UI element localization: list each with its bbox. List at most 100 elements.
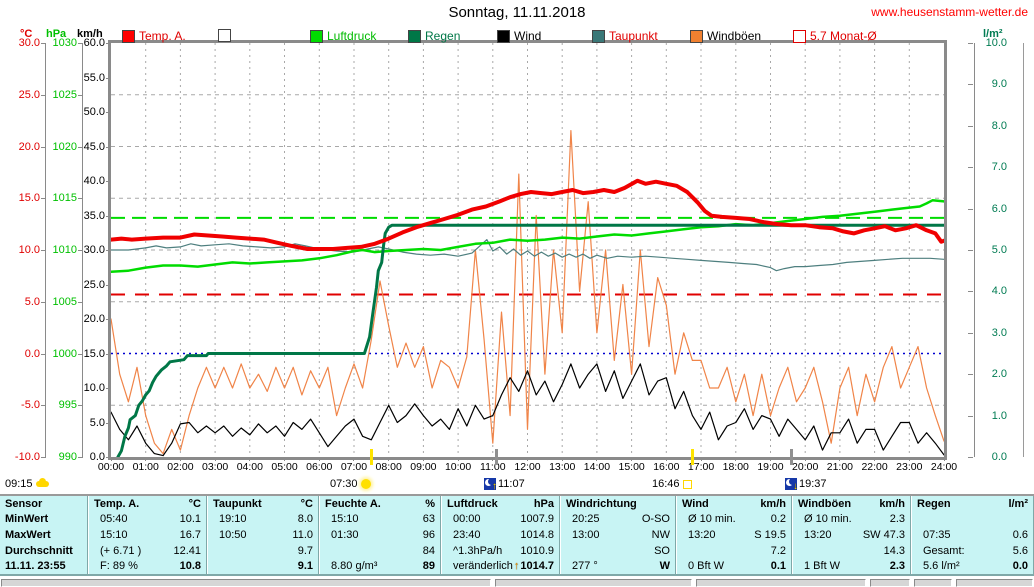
table-header-unit: %	[425, 497, 435, 510]
y-axis-tick-wind	[106, 319, 111, 320]
y-axis-label-temp: -10.0	[14, 451, 40, 463]
y-axis-label-pressure: 990	[58, 451, 77, 463]
x-axis-label: 19:00	[757, 461, 784, 473]
table-cell-value: W	[659, 560, 670, 573]
x-axis-tick	[527, 457, 528, 461]
x-axis-label: 05:00	[271, 461, 298, 473]
y-axis-label-wind: 5.0	[89, 416, 105, 429]
x-axis-label: 02:00	[167, 461, 194, 473]
y-axis-tick-pressure	[78, 94, 83, 96]
x-axis-minor-tick	[891, 457, 893, 459]
moon-arrow-icon: ↓	[793, 481, 798, 492]
x-axis-minor-tick	[614, 457, 616, 459]
legend-swatch-white	[218, 29, 231, 42]
x-axis-minor-tick	[267, 457, 269, 459]
astro-axis-tick-19:37	[790, 449, 794, 465]
y-axis-tick-pressure	[78, 301, 83, 303]
x-axis-tick	[110, 457, 112, 461]
y-axis-tick-wind	[106, 77, 111, 79]
x-axis-tick	[561, 457, 563, 461]
table-row: 5.6 l/m² 0.0	[912, 558, 1033, 574]
table-cell-info: 10:50	[219, 528, 247, 541]
table-row: Ø 10 min. 2.3	[793, 512, 910, 528]
y-axis-label-rain: 5.0	[991, 244, 1007, 256]
table-col-Temp. A.: Temp. A. °C 05:40 10.1 15:10 16.7 (+ 6.71 ) 12.…	[88, 496, 207, 574]
table-row: 9.1	[208, 558, 318, 574]
x-axis-minor-tick	[683, 457, 685, 459]
series-Wind	[111, 363, 944, 457]
legend-item-white	[218, 29, 235, 42]
legend-label-windboeen: Windböen	[707, 29, 762, 43]
table-row: (+ 6.71 ) 12.41	[89, 543, 206, 559]
x-axis-minor-tick	[232, 457, 234, 459]
y-axis-label-wind: 55.0	[83, 71, 105, 84]
table-row: 20:25 O-SO	[561, 512, 675, 528]
table-cell-info: 20:25	[572, 513, 600, 526]
x-axis-minor-tick	[440, 457, 442, 459]
x-axis-tick	[735, 457, 737, 461]
y-axis-tick-pressure	[78, 353, 83, 355]
x-axis-label: 22:00	[861, 461, 888, 473]
table-row: 13:20 SW 47.3	[793, 527, 910, 543]
moon-arrow-icon: ↑	[492, 481, 497, 492]
x-axis-label: 09:00	[410, 461, 437, 473]
table-cell-info: 8.80 g/m³	[331, 560, 378, 573]
x-axis-minor-tick	[753, 457, 755, 459]
table-header-unit: km/h	[760, 497, 786, 510]
table-cell-value: S 19.5	[754, 528, 786, 541]
table-col-Taupunkt: Taupunkt °C 19:10 8.0 10:50 11.0 9.7 9.1	[207, 496, 319, 574]
x-axis-minor-tick	[197, 457, 199, 459]
y-axis-label-wind: 40.0	[83, 175, 105, 187]
table-row: ^1.3hPa/h 1010.9	[442, 543, 559, 559]
x-axis-tick	[596, 457, 598, 461]
y-axis-label-wind: 10.0	[83, 382, 105, 394]
x-axis-tick	[457, 457, 459, 461]
y-axis-unit-rain: l/m²	[983, 28, 1003, 40]
y-axis-label-rain: 6.0	[991, 202, 1007, 215]
table-header-unit: hPa	[533, 497, 554, 510]
x-axis-label: 00:00	[97, 461, 125, 473]
table-rowlabel: Durchschnitt	[5, 544, 73, 557]
table-row: 7.2	[677, 543, 791, 559]
legend-swatch-regen	[408, 29, 421, 43]
x-axis-minor-tick	[857, 457, 859, 459]
summary-table: Sensor MinWert MaxWert Durchschnitt 11.11. 2…	[0, 494, 1034, 576]
table-cell-info: 19:10	[219, 513, 247, 526]
table-row: 19:10 8.0	[208, 512, 318, 528]
x-axis-tick	[665, 457, 667, 461]
x-axis-tick	[700, 457, 702, 461]
y-axis-tick-pressure	[78, 457, 83, 458]
y-axis-tick-wind	[106, 422, 111, 424]
table-row: 13:00 NW	[561, 527, 675, 543]
y-axis-tick-rain	[968, 457, 973, 458]
y-axis-label-rain: 1.0	[991, 409, 1007, 422]
y-axis-label-rain: 2.0	[991, 368, 1007, 381]
y-axis-label-pressure: 1005	[52, 295, 77, 308]
plot-area	[111, 43, 944, 457]
table-cell-value: SO	[654, 544, 670, 557]
table-row: 8.80 g/m³ 89	[320, 558, 440, 574]
y-axis-tick-pressure	[78, 43, 83, 44]
table-cell-value: 63	[422, 513, 435, 526]
page-title: Sonntag, 11.11.2018	[448, 4, 586, 21]
astro-axis-tick-11:07	[495, 449, 499, 465]
x-axis-minor-tick	[510, 457, 512, 459]
table-cell-info: 277 °	[572, 560, 598, 573]
table-cell-value: 9.1	[297, 560, 313, 573]
legend-label-luftdruck: Luftdruck	[327, 29, 377, 43]
x-axis-label: 10:00	[444, 461, 472, 473]
y-axis-label-pressure: 1015	[52, 192, 77, 205]
table-cell-info: (+ 6.71 )	[100, 544, 142, 557]
x-axis-label: 13:00	[549, 461, 576, 473]
table-col-Wind: Wind km/h Ø 10 min. 0.2 13:20 S 19.5 7.2 0 Bft …	[676, 496, 792, 574]
table-cell-info: Ø 10 min.	[804, 513, 852, 526]
y-axis-tick-wind	[106, 457, 111, 458]
y-axis-line-rain	[974, 43, 975, 457]
y-axis-label-wind: 0.0	[89, 451, 105, 463]
legend-item-temp: Temp. A.	[122, 29, 186, 43]
table-cell-value: 11.0	[292, 528, 313, 541]
x-axis-minor-tick	[406, 457, 408, 459]
x-axis-minor-tick	[579, 457, 581, 459]
website-link[interactable]: www.heusenstamm-wetter.de	[871, 5, 1028, 19]
y-axis-tick-rain	[968, 84, 973, 86]
